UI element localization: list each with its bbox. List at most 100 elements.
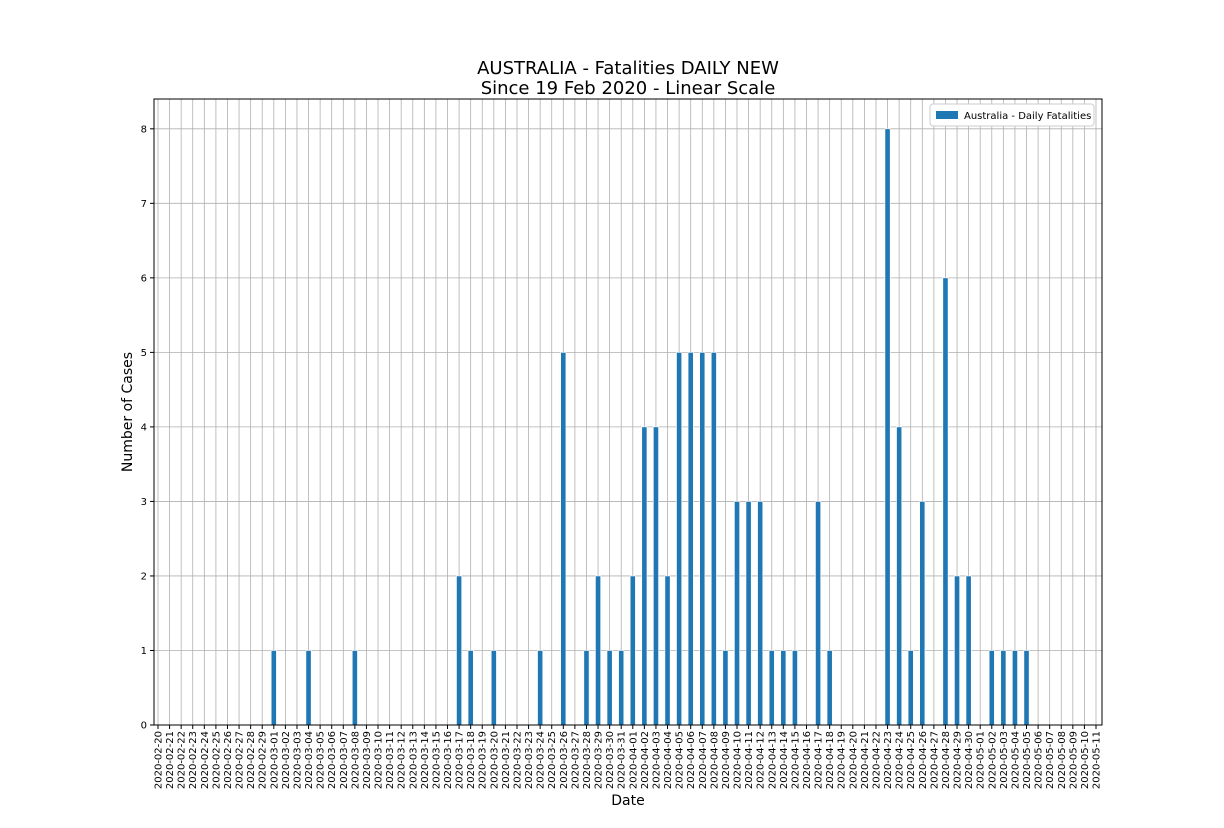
x-tick-label: 2020-03-06 bbox=[327, 731, 338, 789]
x-tick-label: 2020-04-30 bbox=[964, 731, 975, 789]
x-tick-label: 2020-04-04 bbox=[663, 731, 674, 789]
x-tick-label: 2020-04-14 bbox=[779, 731, 790, 789]
bar bbox=[676, 352, 683, 726]
bar bbox=[896, 426, 903, 726]
x-tick-label: 2020-02-23 bbox=[188, 731, 199, 789]
bar bbox=[664, 575, 671, 726]
x-tick-label: 2020-02-29 bbox=[258, 731, 269, 789]
bar bbox=[641, 426, 648, 726]
bar bbox=[768, 650, 775, 726]
bar bbox=[1012, 650, 1018, 726]
x-tick-label: 2020-04-27 bbox=[929, 731, 940, 789]
x-tick-label: 2020-03-16 bbox=[443, 731, 454, 789]
x-tick-label: 2020-03-01 bbox=[269, 731, 280, 789]
bar bbox=[456, 575, 462, 726]
x-tick-label: 2020-04-06 bbox=[686, 731, 697, 789]
bar bbox=[919, 501, 926, 726]
bar bbox=[826, 650, 833, 726]
bar bbox=[780, 650, 787, 726]
legend-swatch bbox=[936, 111, 958, 119]
bar bbox=[884, 128, 891, 726]
x-tick-label: 2020-02-25 bbox=[211, 731, 222, 789]
bar bbox=[595, 575, 601, 726]
x-tick-label: 2020-04-25 bbox=[906, 731, 917, 789]
x-tick-label: 2020-05-08 bbox=[1057, 731, 1068, 789]
y-axis-label: Number of Cases bbox=[120, 352, 136, 472]
x-tick-label: 2020-03-18 bbox=[466, 731, 477, 789]
bar bbox=[815, 501, 821, 726]
y-tick-label: 8 bbox=[141, 124, 147, 135]
bar bbox=[270, 650, 277, 726]
bar bbox=[699, 352, 706, 726]
x-tick-label: 2020-03-14 bbox=[420, 731, 431, 789]
x-tick-label: 2020-05-02 bbox=[987, 731, 998, 789]
bar bbox=[629, 575, 636, 726]
x-tick-label: 2020-04-16 bbox=[802, 731, 813, 789]
x-tick-label: 2020-04-29 bbox=[953, 731, 964, 789]
bar bbox=[490, 650, 497, 726]
x-tick-label: 2020-04-05 bbox=[675, 731, 686, 789]
x-axis-label: Date bbox=[611, 793, 644, 809]
y-tick-label: 6 bbox=[141, 273, 147, 284]
y-tick-label: 0 bbox=[141, 721, 147, 732]
x-tick-label: 2020-03-29 bbox=[594, 731, 605, 789]
x-tick-label: 2020-03-05 bbox=[316, 731, 327, 789]
x-tick-label: 2020-02-27 bbox=[235, 731, 246, 789]
bar bbox=[1000, 650, 1007, 726]
x-tick-label: 2020-02-21 bbox=[165, 731, 176, 789]
x-tick-label: 2020-04-03 bbox=[651, 731, 662, 789]
bar bbox=[757, 501, 764, 726]
bar bbox=[722, 650, 729, 726]
legend-box bbox=[929, 103, 1095, 127]
bar bbox=[1023, 650, 1030, 726]
x-tick-label: 2020-03-31 bbox=[617, 731, 628, 789]
x-tick-label: 2020-03-03 bbox=[292, 731, 303, 789]
x-tick-label: 2020-04-09 bbox=[721, 731, 732, 789]
bar bbox=[734, 501, 740, 726]
plot-frame bbox=[153, 98, 1103, 726]
bar bbox=[606, 650, 613, 726]
x-tick-label: 2020-03-24 bbox=[536, 731, 547, 789]
x-tick-label: 2020-03-26 bbox=[559, 731, 570, 789]
x-tick-label: 2020-04-17 bbox=[814, 731, 825, 789]
x-tick-label: 2020-04-12 bbox=[756, 731, 767, 789]
x-tick-label: 2020-03-15 bbox=[431, 731, 442, 789]
x-tick-label: 2020-03-10 bbox=[374, 731, 385, 789]
x-tick-label: 2020-05-03 bbox=[999, 731, 1010, 789]
bar bbox=[467, 650, 474, 726]
bar bbox=[537, 650, 544, 726]
x-tick-label: 2020-03-21 bbox=[501, 731, 512, 789]
x-tick-label: 2020-03-19 bbox=[478, 731, 489, 789]
bar bbox=[560, 352, 567, 726]
bar bbox=[792, 650, 798, 726]
x-tick-label: 2020-04-20 bbox=[848, 731, 859, 789]
x-tick-label: 2020-02-26 bbox=[223, 731, 234, 789]
x-tick-label: 2020-04-13 bbox=[767, 731, 778, 789]
x-tick-label: 2020-03-22 bbox=[512, 731, 523, 789]
x-tick-label: 2020-03-02 bbox=[281, 731, 292, 789]
x-tick-label: 2020-04-10 bbox=[733, 731, 744, 789]
x-tick-label: 2020-04-08 bbox=[709, 731, 720, 789]
x-tick-label: 2020-04-23 bbox=[883, 731, 894, 789]
x-tick-label: 2020-03-27 bbox=[570, 731, 581, 789]
x-tick-label: 2020-04-15 bbox=[790, 731, 801, 789]
x-tick-label: 2020-03-30 bbox=[605, 731, 616, 789]
x-tick-label: 2020-02-22 bbox=[177, 731, 188, 789]
x-tick-label: 2020-03-04 bbox=[304, 731, 315, 789]
x-tick-label: 2020-04-24 bbox=[895, 731, 906, 789]
x-tick-label: 2020-04-22 bbox=[871, 731, 882, 789]
y-tick-label: 3 bbox=[141, 497, 147, 508]
x-tick-label: 2020-03-12 bbox=[397, 731, 408, 789]
x-tick-label: 2020-02-20 bbox=[154, 731, 165, 789]
bar bbox=[745, 501, 752, 726]
bar bbox=[710, 352, 717, 726]
x-tick-label: 2020-04-19 bbox=[837, 731, 848, 789]
x-tick-label: 2020-05-05 bbox=[1022, 731, 1033, 789]
x-tick-label: 2020-02-24 bbox=[200, 731, 211, 789]
x-tick-label: 2020-05-06 bbox=[1034, 731, 1045, 789]
x-tick-label: 2020-03-07 bbox=[339, 731, 350, 789]
x-tick-label: 2020-04-01 bbox=[628, 731, 639, 789]
x-tick-label: 2020-04-21 bbox=[860, 731, 871, 789]
x-tick-label: 2020-03-17 bbox=[455, 731, 466, 789]
bar bbox=[988, 650, 995, 726]
